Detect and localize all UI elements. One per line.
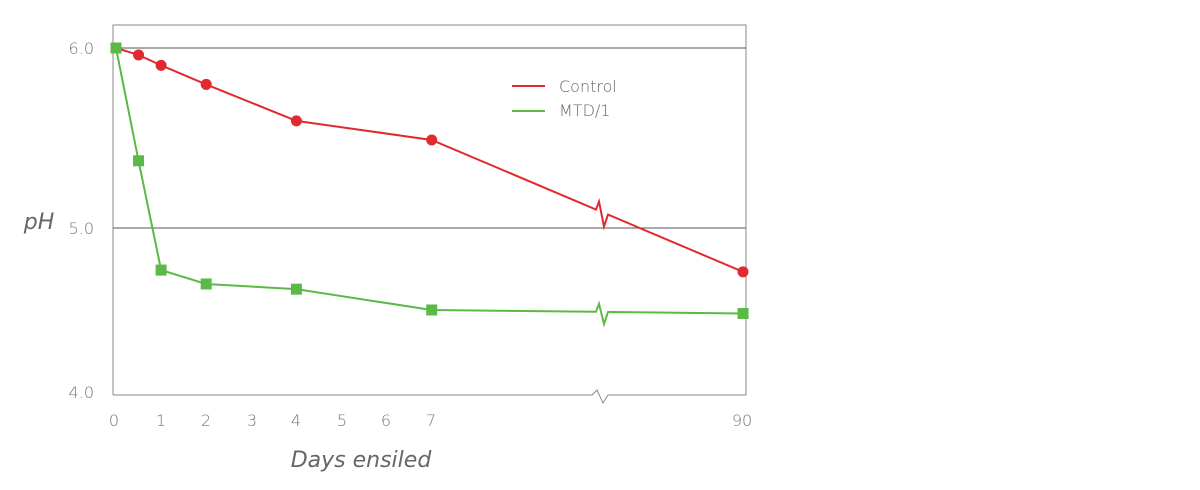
data-point-mtd1 <box>737 307 749 319</box>
data-point-control <box>426 134 438 146</box>
y-axis-title: pH <box>23 210 55 235</box>
data-point-control <box>133 49 145 61</box>
legend-label-mtd1: MTD/1 <box>559 101 610 120</box>
data-point-control <box>200 78 212 90</box>
y-tick-label: 6.0 <box>69 39 94 58</box>
x-tick-label: 4 <box>291 411 301 430</box>
x-tick-label: 90 <box>732 411 752 430</box>
data-point-control <box>737 266 749 278</box>
data-point-mtd1 <box>110 42 122 54</box>
y-tick-label: 4.0 <box>69 383 94 402</box>
data-point-mtd1 <box>426 304 438 316</box>
x-tick-label: 2 <box>201 411 211 430</box>
x-tick-label: 0 <box>109 411 119 430</box>
x-axis-line <box>113 389 746 405</box>
data-point-mtd1 <box>133 155 145 167</box>
x-tick-label: 5 <box>337 411 347 430</box>
legend: Control MTD/1 <box>512 77 617 120</box>
data-point-mtd1 <box>155 264 167 276</box>
legend-label-control: Control <box>559 77 617 96</box>
x-tick-label: 1 <box>156 411 166 430</box>
data-point-mtd1 <box>200 278 212 290</box>
x-tick-label: 3 <box>247 411 257 430</box>
data-point-control <box>155 59 167 71</box>
x-tick-label: 6 <box>381 411 391 430</box>
data-point-mtd1 <box>290 283 302 295</box>
series-layer <box>110 42 749 328</box>
plot-frame <box>112 24 747 395</box>
data-point-control <box>290 115 302 127</box>
y-tick-label: 5.0 <box>69 219 94 238</box>
x-tick-label: 7 <box>426 411 436 430</box>
x-axis-title: Days ensiled <box>291 448 433 473</box>
